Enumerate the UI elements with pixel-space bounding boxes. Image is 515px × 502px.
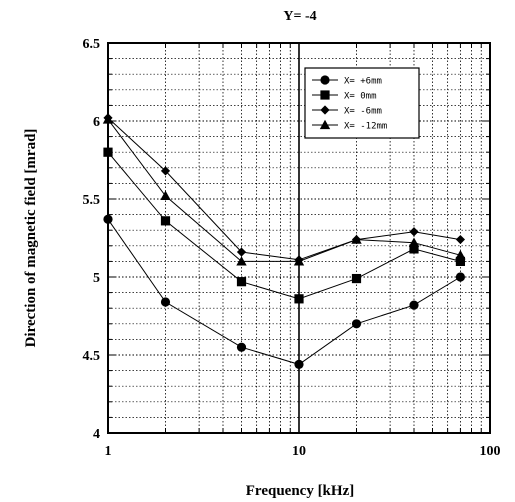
series-line (107, 119, 461, 262)
data-point (455, 256, 466, 266)
x-tick-label: 1 (105, 444, 112, 459)
data-point (351, 319, 362, 329)
data-point (455, 272, 466, 282)
y-axis-label: Direction of magnetic field [mrad] (23, 129, 39, 348)
data-point (103, 147, 113, 157)
series-layer (102, 113, 466, 369)
data-point (102, 114, 114, 124)
data-point (409, 244, 419, 254)
data-point (160, 216, 171, 226)
legend-marker (320, 105, 330, 115)
series-triangle (102, 114, 466, 266)
chart-title: Y= -4 (283, 9, 316, 24)
data-point (236, 247, 247, 257)
data-point (236, 256, 247, 266)
series-line (107, 219, 461, 365)
data-point (409, 227, 419, 237)
legend-marker (319, 119, 331, 130)
series-line (107, 117, 461, 261)
series-square (103, 147, 466, 304)
y-tick-label: 6.5 (83, 37, 101, 52)
legend: X= +6mm X= 0mm X= -6mm X= -12mm (304, 67, 420, 139)
legend-marker (320, 75, 330, 85)
grid-lines (108, 43, 490, 433)
data-point (408, 237, 420, 247)
series-circle (103, 214, 466, 369)
data-point (294, 359, 304, 369)
data-point (160, 166, 171, 176)
y-tick-label: 6 (93, 115, 100, 130)
plot-frame (107, 42, 491, 434)
data-point (293, 256, 305, 266)
data-point (160, 190, 171, 201)
x-tick-label: 100 (480, 444, 501, 459)
legend-label: X= +6mm (344, 77, 382, 87)
data-point (236, 277, 247, 287)
data-point (351, 234, 362, 244)
data-point (409, 300, 419, 310)
y-tick-label: 5.5 (83, 193, 101, 208)
legend-marker (320, 90, 330, 100)
data-point (455, 249, 466, 260)
data-point (455, 234, 466, 245)
y-tick-label: 5 (93, 271, 100, 286)
legend-label: X= 0mm (344, 92, 377, 102)
x-tick-label: 10 (292, 444, 306, 459)
legend-label: X= -6mm (344, 107, 382, 117)
data-point (236, 342, 247, 352)
data-point (294, 294, 304, 304)
x-axis-label: Frequency [kHz] (246, 483, 354, 499)
y-tick-label: 4.5 (83, 349, 101, 364)
data-point (103, 214, 113, 224)
data-point (160, 297, 171, 307)
legend-label: X= -12mm (344, 122, 387, 132)
data-point (351, 273, 362, 284)
ticks: 4 4.5 5 5.5 6 6.5 1 10 100 (83, 37, 501, 459)
y-tick-label: 4 (93, 427, 100, 442)
